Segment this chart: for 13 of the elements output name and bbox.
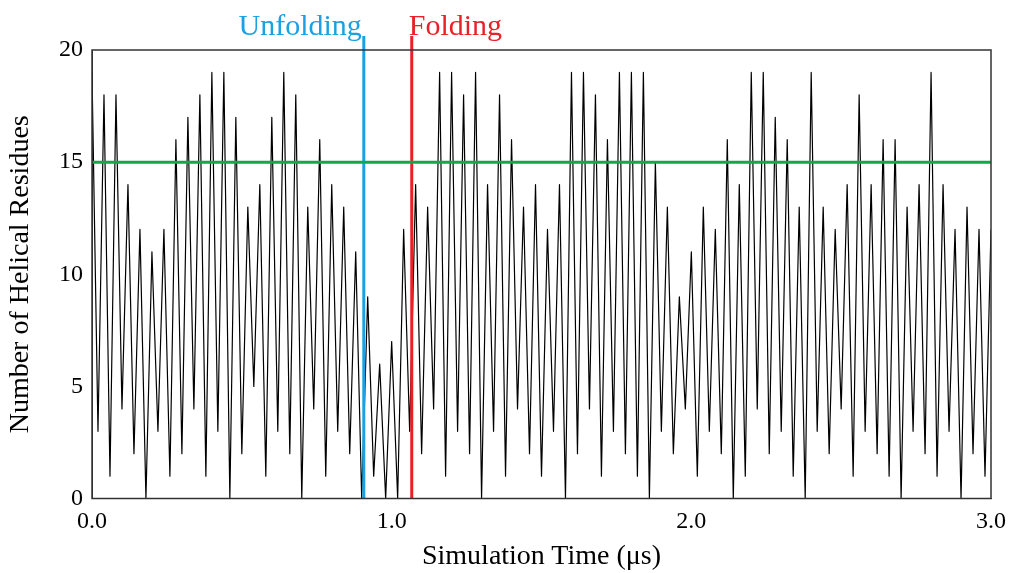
ref-line-label: Unfolding	[238, 7, 362, 41]
y-tick-label: 5	[71, 371, 83, 398]
y-tick-label: 0	[71, 483, 83, 510]
x-axis-title: Simulation Time (μs)	[421, 538, 662, 570]
y-axis-title: Number of Helical Residues	[3, 115, 35, 434]
y-tick-label: 15	[59, 147, 83, 174]
x-tick-label: 2.0	[676, 507, 707, 534]
y-tick-label: 10	[59, 259, 83, 286]
x-tick-label: 1.0	[376, 507, 407, 534]
x-tick-label: 0.0	[77, 507, 107, 534]
ref-line-label: Folding	[408, 7, 503, 41]
x-tick-label: 3.0	[976, 507, 1006, 534]
y-tick-label: 20	[59, 35, 83, 62]
